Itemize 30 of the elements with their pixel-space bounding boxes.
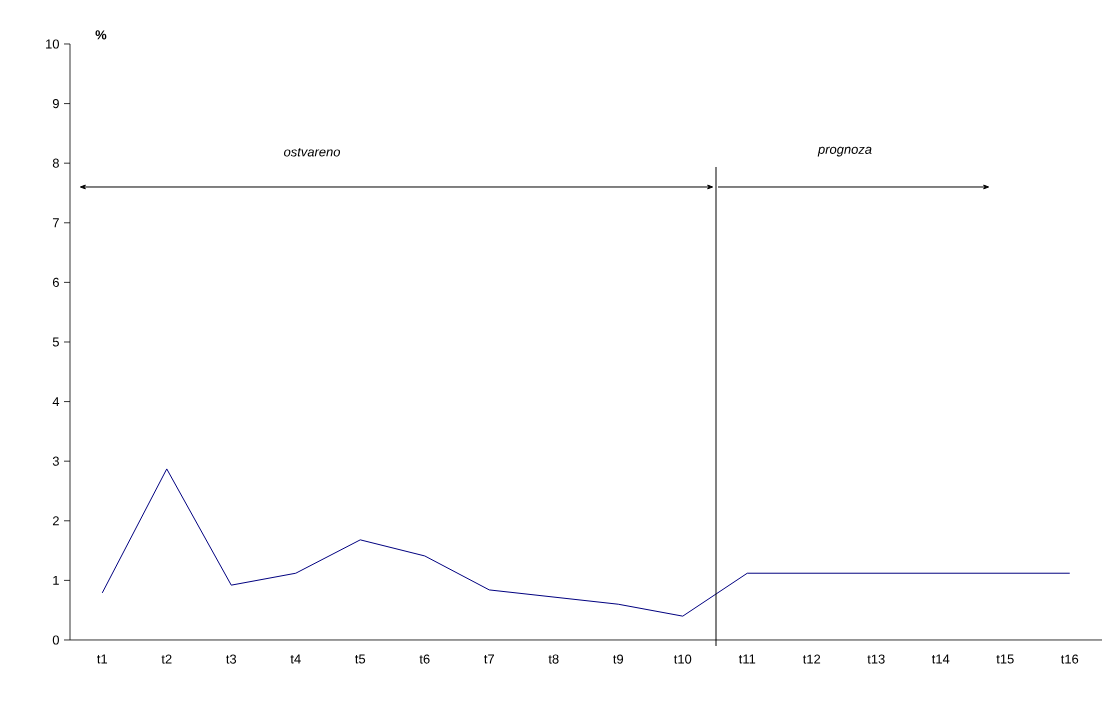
x-tick-label: t13 [867, 654, 885, 664]
y-axis-title: % [95, 30, 107, 40]
x-tick-label: t2 [161, 654, 172, 664]
x-tick-label: t5 [355, 654, 366, 664]
x-tick-label: t9 [613, 654, 624, 664]
x-tick-label: t4 [290, 654, 301, 664]
x-tick-label: t3 [226, 654, 237, 664]
y-tick-label: 10 [46, 39, 59, 49]
y-tick-label: 5 [52, 337, 59, 347]
x-tick-label: t7 [484, 654, 495, 664]
x-tick-label: t6 [419, 654, 430, 664]
x-tick-label: t1 [97, 654, 108, 664]
y-tick-label: 3 [52, 456, 59, 466]
y-tick-label: 9 [52, 98, 59, 109]
y-tick-label: 6 [52, 277, 59, 287]
x-tick-label: t15 [996, 654, 1014, 664]
x-tick-label: t10 [673, 654, 692, 664]
x-tick-label: t8 [548, 654, 559, 664]
x-tick-label: t12 [802, 654, 821, 664]
annotation: ostvareno [283, 147, 341, 157]
y-tick-label: 1 [53, 575, 59, 585]
x-tick-label: t16 [1060, 654, 1079, 664]
y-tick-label: 2 [52, 516, 59, 526]
y-tick-label: 0 [52, 635, 59, 645]
y-tick-label: 4 [52, 397, 60, 407]
y-tick-label: 7 [52, 218, 59, 228]
x-tick-label: t14 [931, 654, 950, 664]
x-tick-label: t11 [738, 654, 756, 664]
y-tick-label: 8 [52, 158, 59, 168]
annotation: prognoza [817, 146, 872, 157]
